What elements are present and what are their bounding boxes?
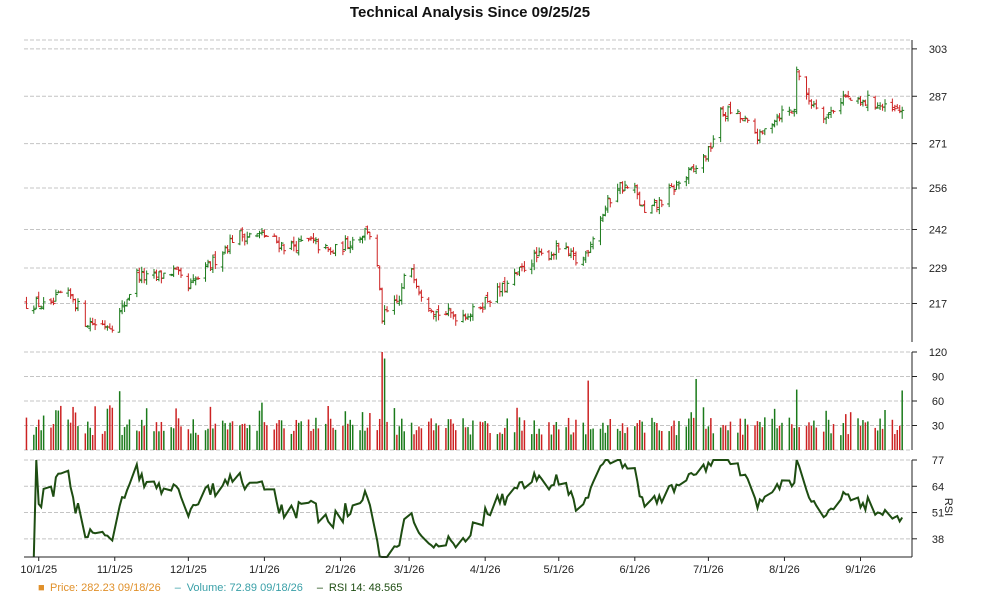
x-tick-label: 2/1/26	[325, 564, 356, 576]
legend-marker: ■	[38, 582, 45, 594]
rsi-line	[32, 459, 904, 558]
price-tick-label: 256	[929, 183, 947, 195]
price-y-ticks: 303 287 271 256 242 229 217	[911, 40, 947, 342]
x-tick-label: 6/1/26	[620, 564, 651, 576]
volume-tick-label: 30	[932, 421, 944, 433]
rsi-tick-label: 51	[932, 508, 944, 520]
x-tick-label: 12/1/25	[170, 564, 207, 576]
rsi-tick-label: 64	[932, 481, 944, 493]
price-panel: 303 287 271 256 242 229 217	[24, 39, 947, 342]
volume-panel: 120 90 60 30	[24, 347, 947, 451]
volume-tick-label: 90	[932, 372, 944, 384]
x-tick-label: 3/1/26	[394, 564, 425, 576]
x-tick-label: 8/1/26	[769, 564, 800, 576]
x-tick-label: 10/1/25	[20, 564, 57, 576]
x-tick-label: 9/1/26	[845, 564, 876, 576]
rsi-gridlines	[24, 459, 912, 540]
price-tick-label: 303	[929, 44, 947, 56]
volume-bars	[25, 352, 903, 450]
price-tick-label: 287	[929, 91, 947, 103]
legend-entry: Price: 282.23 09/18/26	[50, 582, 161, 594]
x-tick-label: 7/1/26	[693, 564, 724, 576]
price-tick-label: 217	[929, 299, 947, 311]
volume-tick-label: 60	[932, 396, 944, 408]
volume-y-ticks: 120 90 60 30	[911, 347, 947, 450]
legend-entry: Volume: 72.89 09/18/26	[187, 582, 303, 594]
volume-gridlines	[24, 351, 912, 451]
rsi-tick-label: 38	[932, 534, 944, 546]
rsi-y-ticks: 77 64 51 38	[911, 455, 944, 557]
x-tick-label: 4/1/26	[470, 564, 501, 576]
rsi-axis-label: RSI	[942, 498, 954, 516]
price-tick-label: 242	[929, 224, 947, 236]
x-axis: 10/1/25 11/1/25 12/1/25 1/1/26 2/1/26 3/1/26 4…	[20, 556, 912, 576]
chart-title: Technical Analysis Since 09/25/25	[350, 4, 590, 21]
price-bars	[24, 66, 905, 333]
volume-tick-label: 120	[929, 347, 947, 359]
price-tick-label: 229	[929, 263, 947, 275]
x-tick-label: 5/1/26	[543, 564, 574, 576]
rsi-tick-label: 77	[932, 455, 944, 467]
legend: ■ Price: 282.23 09/18/26 ‒ Volume: 72.89 09…	[38, 582, 402, 594]
price-gridlines	[24, 39, 912, 305]
x-tick-label: 11/1/25	[97, 564, 133, 576]
legend-marker: ‒	[317, 582, 324, 594]
rsi-panel: 77 64 51 38 RSI	[24, 455, 954, 558]
legend-marker: ‒	[175, 582, 182, 594]
legend-entry: RSI 14: 48.565	[329, 582, 402, 594]
price-tick-label: 271	[929, 139, 947, 151]
x-tick-label: 1/1/26	[249, 564, 280, 576]
